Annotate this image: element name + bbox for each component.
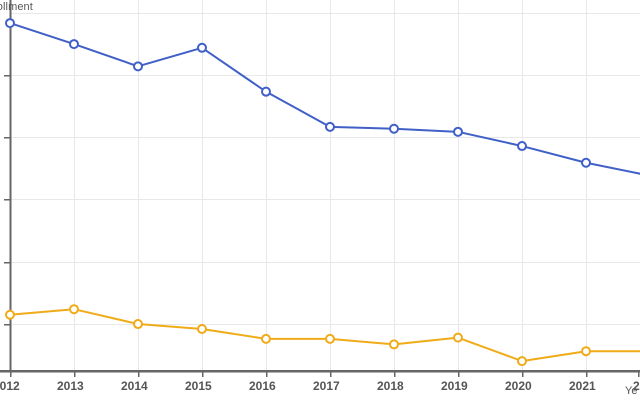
data-point-marker[interactable] xyxy=(69,304,79,315)
x-tick-label: 2018 xyxy=(377,379,404,393)
x-tick-label: 2016 xyxy=(249,379,276,393)
x-axis-title: Ye xyxy=(625,385,638,397)
y-axis-ticks xyxy=(4,74,10,372)
data-point-marker[interactable] xyxy=(197,323,207,334)
data-point-marker[interactable] xyxy=(133,61,143,72)
x-axis-ticks xyxy=(9,371,640,377)
data-point-marker[interactable] xyxy=(517,356,527,367)
data-point-marker[interactable] xyxy=(453,126,463,137)
data-point-marker[interactable] xyxy=(389,123,399,134)
x-tick-label: 2014 xyxy=(121,379,148,393)
x-tick-label: 2017 xyxy=(313,379,340,393)
x-tick-label: 2013 xyxy=(57,379,84,393)
data-point-marker[interactable] xyxy=(517,141,527,152)
data-point-marker[interactable] xyxy=(453,332,463,343)
data-point-marker[interactable] xyxy=(261,333,271,344)
x-tick-label: 2019 xyxy=(441,379,468,393)
data-point-marker[interactable] xyxy=(325,121,335,132)
series-line xyxy=(9,22,640,175)
data-point-marker[interactable] xyxy=(581,157,591,168)
data-point-marker[interactable] xyxy=(5,309,15,320)
series-1 xyxy=(5,18,640,175)
horizontal-gridlines xyxy=(10,13,640,325)
data-point-marker[interactable] xyxy=(197,42,207,53)
data-point-marker[interactable] xyxy=(389,339,399,350)
data-point-marker[interactable] xyxy=(325,333,335,344)
data-point-marker[interactable] xyxy=(5,18,15,29)
x-tick-label: 2020 xyxy=(505,379,532,393)
x-tick-label: 2012 xyxy=(0,379,20,393)
x-tick-label: 2022 xyxy=(633,379,640,393)
x-tick-label: 2015 xyxy=(185,379,212,393)
series-line xyxy=(9,308,640,363)
y-axis-title: rollment xyxy=(0,1,33,13)
data-point-marker[interactable] xyxy=(133,319,143,330)
vertical-gridlines xyxy=(74,0,587,371)
data-series-layer xyxy=(5,18,640,367)
series-2 xyxy=(5,304,640,367)
x-tick-label: 2021 xyxy=(569,379,596,393)
data-point-marker[interactable] xyxy=(261,86,271,97)
data-point-marker[interactable] xyxy=(581,346,591,357)
data-point-marker[interactable] xyxy=(69,39,79,50)
